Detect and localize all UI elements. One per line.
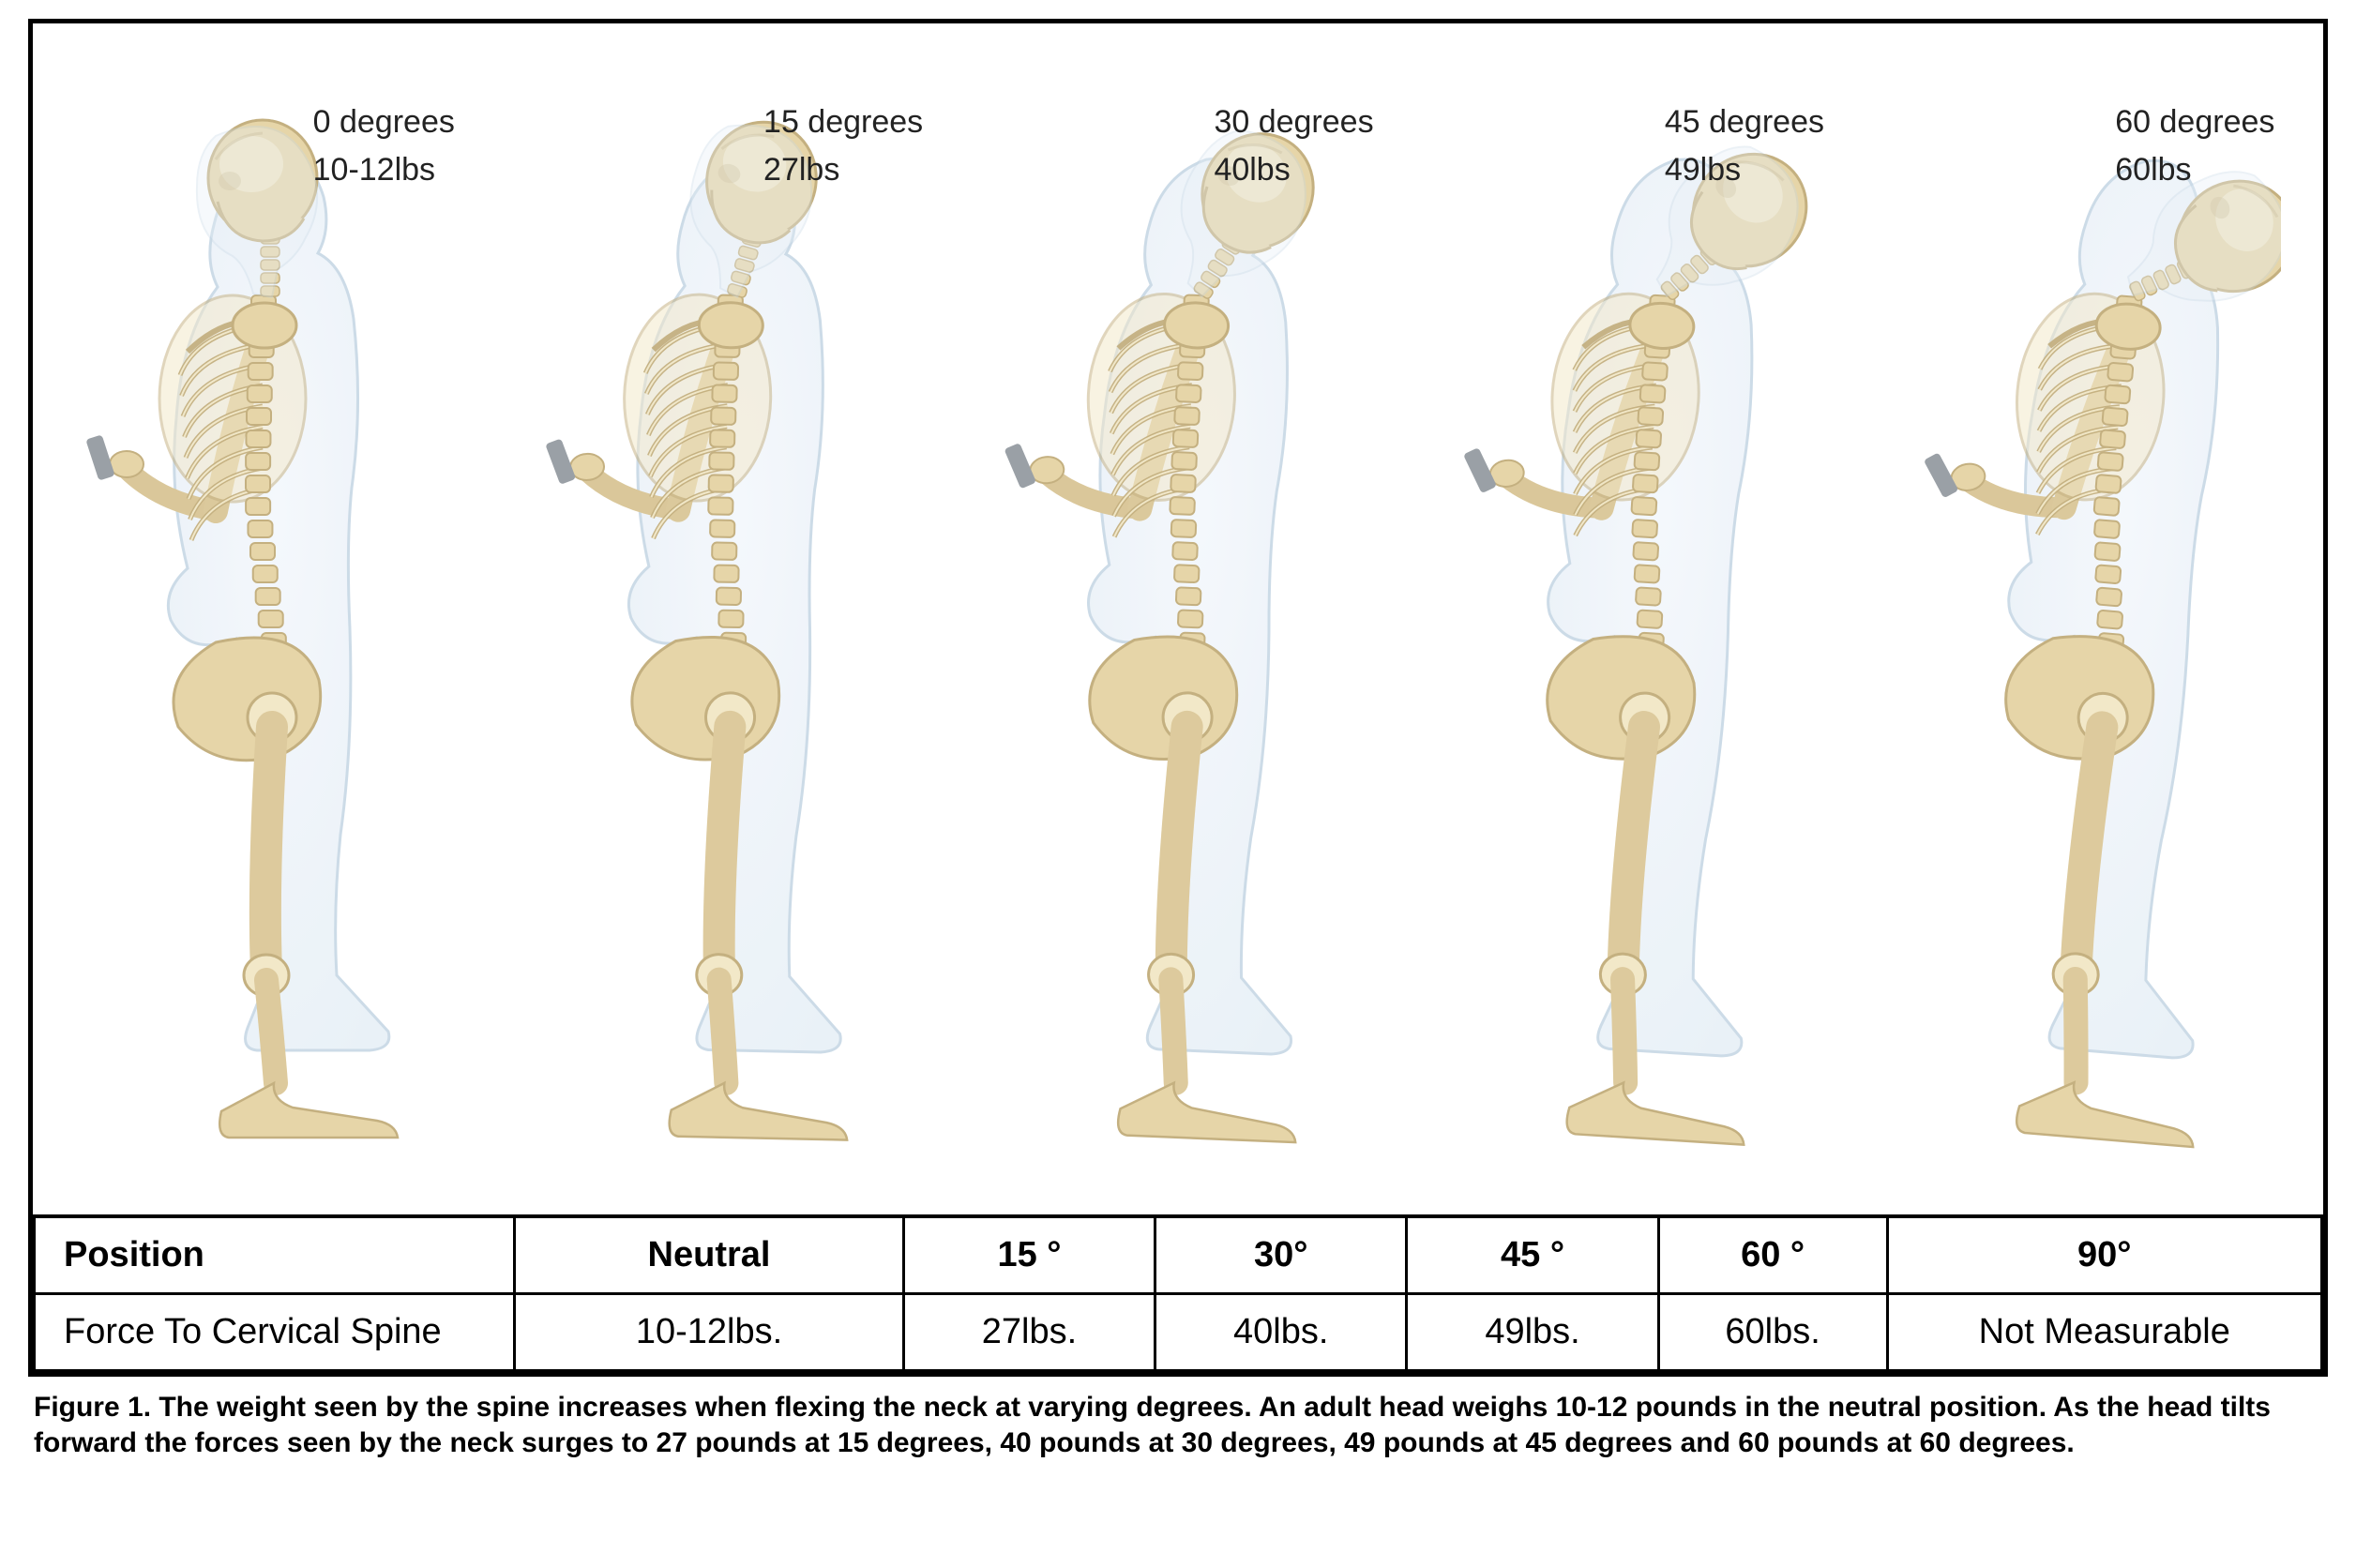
force-value-cell: 49lbs. bbox=[1407, 1294, 1658, 1371]
force-table: PositionNeutral15 °30°45 °60 °90° Force … bbox=[33, 1214, 2323, 1372]
figure-label: 45 degrees 49lbs bbox=[1665, 98, 1824, 194]
force-value-cell: 60lbs. bbox=[1658, 1294, 1887, 1371]
figure-container: 0 degrees 10-12lbs bbox=[28, 19, 2328, 1377]
posture-figure: 60 degrees 60lbs bbox=[1854, 70, 2304, 1149]
position-header-cell: 90° bbox=[1887, 1216, 2321, 1294]
angle-text: 15 degrees bbox=[763, 98, 923, 146]
force-value-cell: 10-12lbs. bbox=[515, 1294, 904, 1371]
weight-text: 27lbs bbox=[763, 146, 923, 194]
force-value-cell: 27lbs. bbox=[903, 1294, 1155, 1371]
figure-label: 60 degrees 60lbs bbox=[2115, 98, 2274, 194]
position-header-cell: 60 ° bbox=[1658, 1216, 1887, 1294]
position-header-cell: 30° bbox=[1155, 1216, 1407, 1294]
table-header-row: PositionNeutral15 °30°45 °60 °90° bbox=[35, 1216, 2322, 1294]
angle-text: 0 degrees bbox=[313, 98, 455, 146]
weight-text: 49lbs bbox=[1665, 146, 1824, 194]
position-header-cell: 45 ° bbox=[1407, 1216, 1658, 1294]
illustration-row: 0 degrees 10-12lbs bbox=[33, 23, 2323, 1214]
table-data-row: Force To Cervical Spine10-12lbs.27lbs.40… bbox=[35, 1294, 2322, 1371]
force-value-cell: 40lbs. bbox=[1155, 1294, 1407, 1371]
position-header-cell: 15 ° bbox=[903, 1216, 1155, 1294]
weight-text: 60lbs bbox=[2115, 146, 2274, 194]
angle-text: 30 degrees bbox=[1214, 98, 1373, 146]
posture-figure: 45 degrees 49lbs bbox=[1403, 70, 1853, 1149]
row-label-cell: Force To Cervical Spine bbox=[35, 1294, 515, 1371]
force-value-cell: Not Measurable bbox=[1887, 1294, 2321, 1371]
angle-text: 60 degrees bbox=[2115, 98, 2274, 146]
angle-text: 45 degrees bbox=[1665, 98, 1824, 146]
posture-figure: 30 degrees 40lbs bbox=[953, 70, 1403, 1149]
figure-label: 30 degrees 40lbs bbox=[1214, 98, 1373, 194]
figure-label: 0 degrees 10-12lbs bbox=[313, 98, 455, 194]
weight-text: 10-12lbs bbox=[313, 146, 455, 194]
position-header-cell: Neutral bbox=[515, 1216, 904, 1294]
posture-figure: 0 degrees 10-12lbs bbox=[52, 70, 502, 1149]
posture-figure: 15 degrees 27lbs bbox=[502, 70, 952, 1149]
figure-label: 15 degrees 27lbs bbox=[763, 98, 923, 194]
row-label-cell: Position bbox=[35, 1216, 515, 1294]
figure-caption: Figure 1. The weight seen by the spine i… bbox=[28, 1377, 2328, 1460]
weight-text: 40lbs bbox=[1214, 146, 1373, 194]
